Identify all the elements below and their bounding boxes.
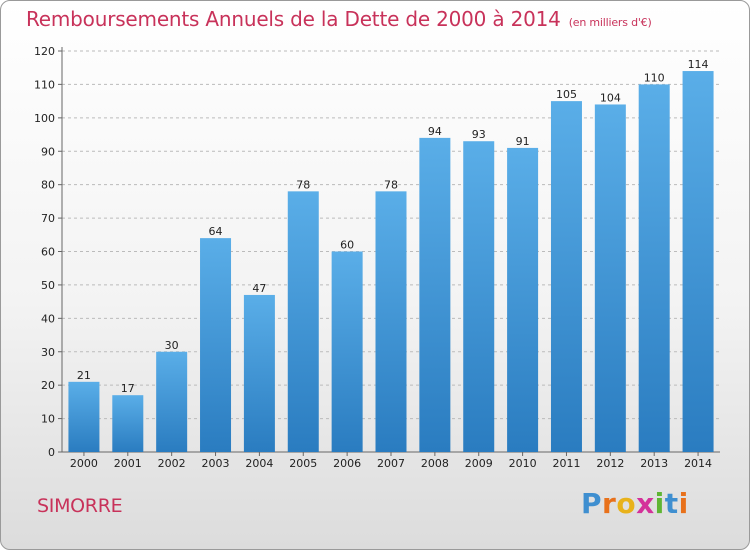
- bar-value-label: 64: [209, 225, 223, 238]
- bar: [243, 294, 275, 452]
- bars: [68, 71, 714, 453]
- bar-value-label: 110: [644, 71, 665, 84]
- bar: [638, 84, 670, 453]
- bar: [419, 137, 451, 452]
- x-tick-label: 2011: [552, 457, 580, 470]
- x-tick-label: 2006: [333, 457, 361, 470]
- x-tick-label: 2007: [377, 457, 405, 470]
- logo-letter: i: [678, 487, 689, 520]
- y-tick-label: 50: [41, 279, 55, 292]
- bar: [331, 251, 363, 452]
- y-tick-label: 30: [41, 346, 55, 359]
- bar-value-label: 78: [296, 178, 310, 191]
- x-tick-label: 2008: [421, 457, 449, 470]
- logo-letter: o: [616, 487, 637, 520]
- bar-value-label: 94: [428, 125, 442, 138]
- bar: [68, 381, 100, 452]
- axes: 0 10 20 30 40 50 60 70 80 90 100 110 120 2000 2001 2002…: [34, 45, 720, 470]
- bar: [375, 191, 407, 452]
- y-tick-label: 110: [34, 78, 55, 91]
- logo-letter: P: [581, 487, 603, 520]
- x-tick-label: 2003: [202, 457, 230, 470]
- bar-value-label: 47: [252, 282, 266, 295]
- bar: [594, 104, 626, 452]
- logo-letter: x: [636, 487, 655, 520]
- x-tick-label: 2002: [158, 457, 186, 470]
- chart-unit-label: (en milliers d'€): [568, 16, 652, 29]
- proxiti-logo: Proxiti: [581, 487, 689, 520]
- logo-letter: t: [664, 487, 679, 520]
- y-tick-label: 0: [48, 446, 55, 459]
- bar: [156, 351, 188, 452]
- x-tick-label: 2013: [640, 457, 668, 470]
- x-tick-label: 2014: [684, 457, 712, 470]
- labels: 21 17 30 64 47 78 60 78 94 93 91 105 104 110 114: [77, 58, 709, 395]
- y-tick-label: 20: [41, 379, 55, 392]
- y-tick-label: 80: [41, 179, 55, 192]
- y-tick-label: 40: [41, 312, 55, 325]
- x-tick-label: 2012: [596, 457, 624, 470]
- bar-value-label: 91: [516, 135, 530, 148]
- bar-value-label: 93: [472, 128, 486, 141]
- bar-value-label: 21: [77, 369, 91, 382]
- x-tick-label: 2004: [245, 457, 273, 470]
- x-tick-label: 2001: [114, 457, 142, 470]
- chart-title: Remboursements Annuels de la Dette de 20…: [26, 7, 652, 31]
- bar-value-label: 17: [121, 382, 135, 395]
- logo-letter: r: [602, 487, 617, 520]
- bar: [287, 191, 319, 452]
- bar-value-label: 114: [688, 58, 709, 71]
- commune-name: SIMORRE: [37, 495, 123, 517]
- bar-value-label: 78: [384, 178, 398, 191]
- bar-value-label: 60: [340, 239, 354, 252]
- y-tick-label: 10: [41, 413, 55, 426]
- chart-title-text: Remboursements Annuels de la Dette de 20…: [26, 7, 561, 31]
- x-tick-label: 2000: [70, 457, 98, 470]
- y-tick-label: 120: [34, 45, 55, 58]
- bar: [112, 395, 144, 452]
- bar: [550, 101, 582, 452]
- bar-value-label: 104: [600, 91, 621, 104]
- bar-value-label: 105: [556, 88, 577, 101]
- bar: [682, 71, 714, 453]
- y-tick-label: 70: [41, 212, 55, 225]
- bar: [507, 147, 539, 453]
- x-tick-label: 2005: [289, 457, 317, 470]
- y-tick-label: 60: [41, 246, 55, 259]
- y-tick-label: 90: [41, 145, 55, 158]
- bar: [200, 238, 232, 452]
- y-tick-label: 100: [34, 112, 55, 125]
- bar: [463, 141, 495, 452]
- bar-value-label: 30: [165, 339, 179, 352]
- logo-letter: i: [654, 487, 665, 520]
- x-tick-label: 2010: [509, 457, 537, 470]
- x-tick-label: 2009: [465, 457, 493, 470]
